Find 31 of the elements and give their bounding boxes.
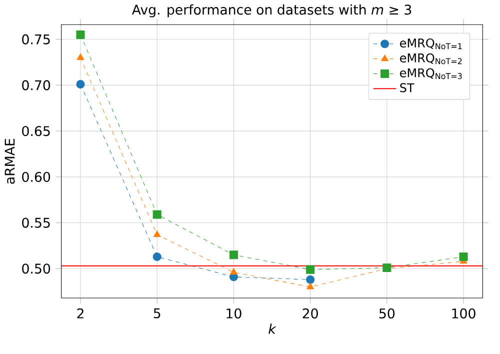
x-axis-title: k (268, 324, 276, 334)
y-tick-label: 0.70 (22, 80, 50, 90)
legend-label: eMRQ$_{NoT=1}$ (400, 38, 462, 50)
point (152, 210, 162, 219)
point (306, 275, 315, 284)
x-tick-label: 50 (379, 308, 395, 318)
legend-label: eMRQ$_{NoT=3}$ (400, 68, 462, 80)
x-tick-label: 20 (302, 308, 318, 318)
x-tick-label: 100 (452, 308, 476, 318)
point (76, 80, 85, 89)
point (230, 268, 238, 275)
legend-label: eMRQ$_{NoT=2}$ (400, 53, 462, 64)
y-tick-label: 0.65 (22, 126, 50, 136)
point (459, 252, 468, 261)
point (229, 250, 238, 260)
y-tick-label: 0.60 (22, 172, 50, 182)
point (306, 282, 314, 290)
point (76, 53, 84, 60)
y-axis-title: aRMAE (4, 138, 15, 184)
y-tick-label: 0.55 (22, 218, 50, 228)
x-tick-label: 5 (154, 308, 160, 318)
point (152, 252, 162, 261)
x-tick-label: 2 (77, 308, 84, 318)
point (306, 265, 315, 274)
chart-title: Avg. performance on datasets with m ≥ 3 (132, 4, 412, 18)
y-tick-label: 0.50 (22, 264, 50, 274)
x-tick-label: 10 (226, 308, 242, 318)
y-tick-label: 0.75 (22, 34, 50, 44)
point (76, 30, 85, 40)
legend-label: ST (400, 83, 414, 92)
point (153, 230, 161, 237)
